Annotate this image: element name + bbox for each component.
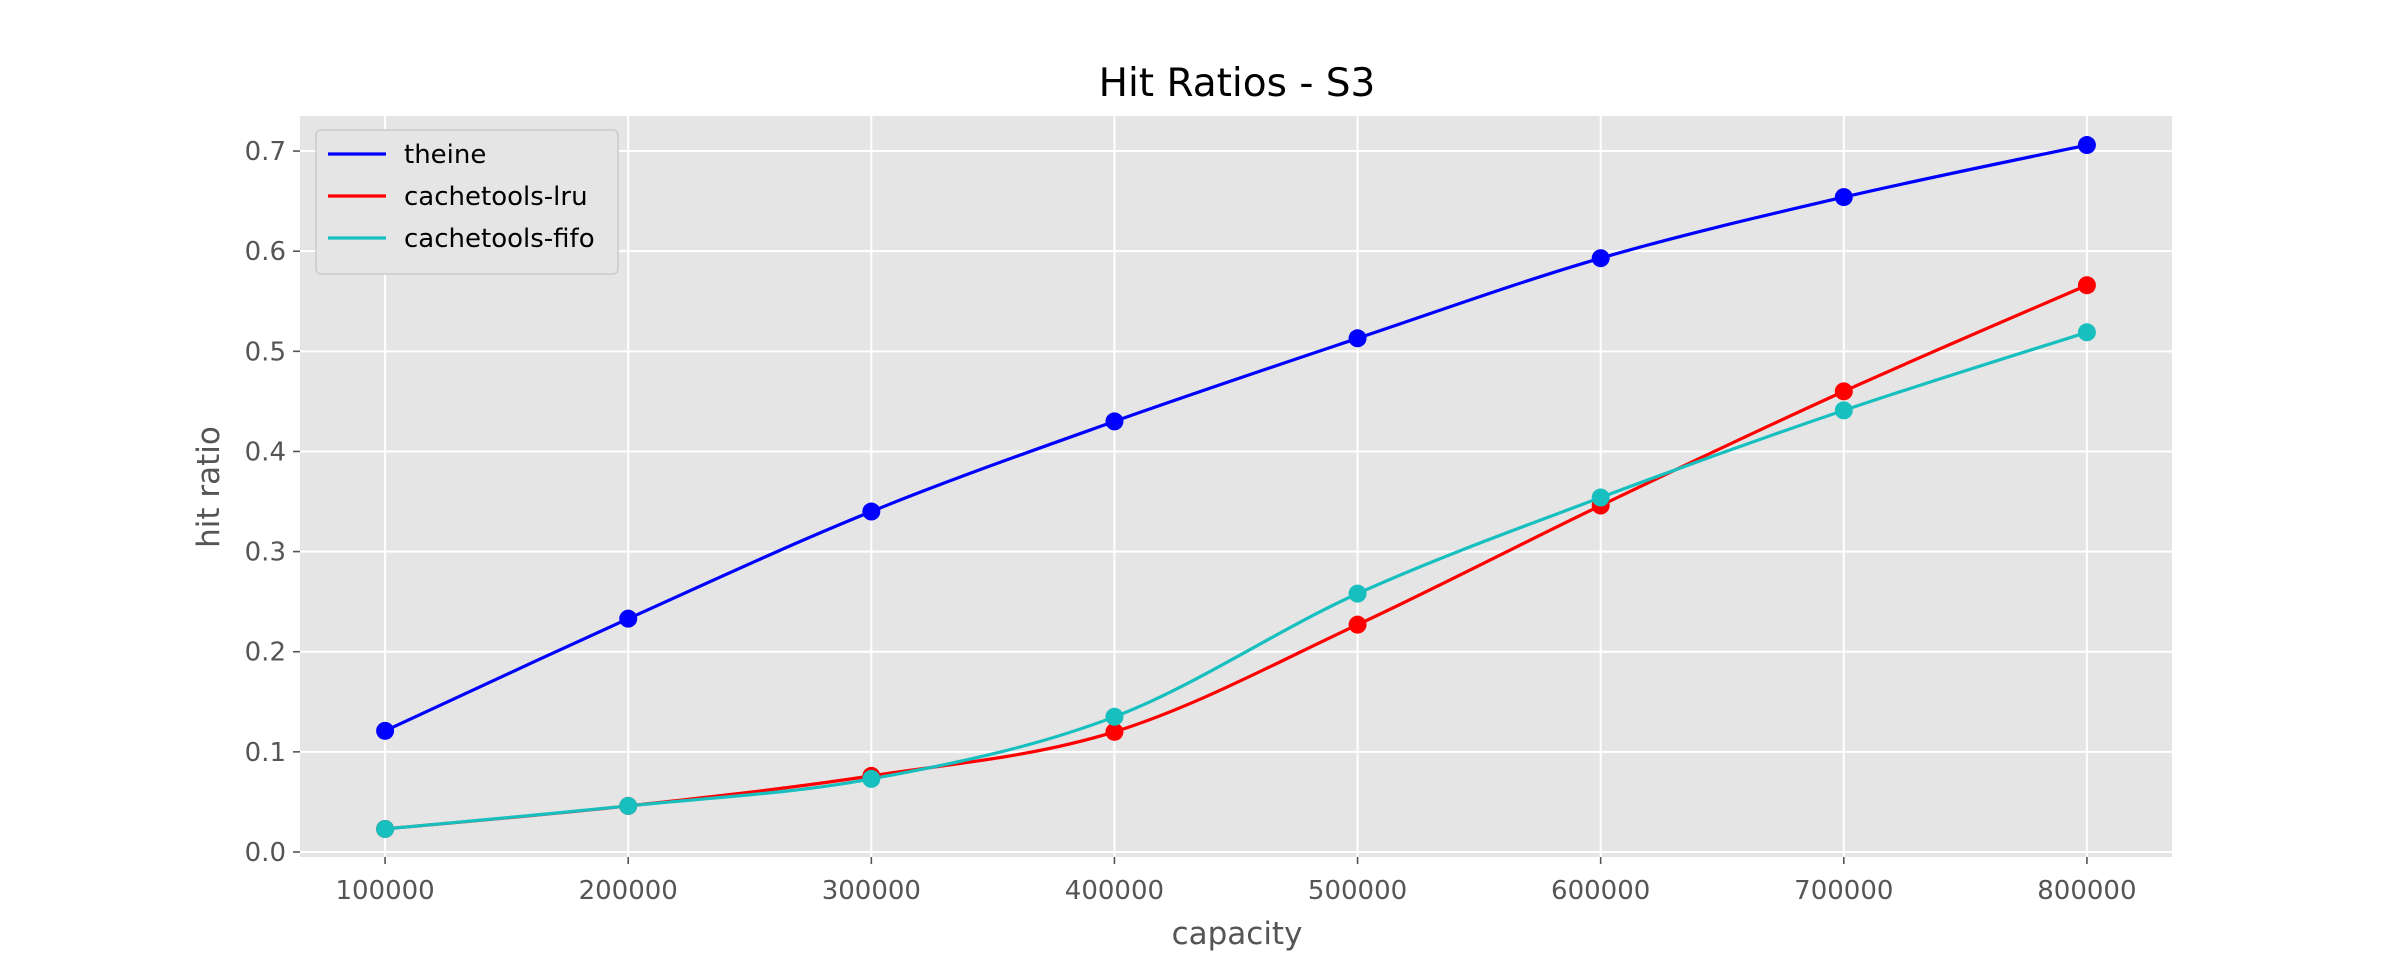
series-line-theine <box>383 143 2089 733</box>
data-point-theine <box>376 721 395 740</box>
y-tick-label: 0.4 <box>245 437 286 467</box>
x-tick-label: 700000 <box>1794 876 1893 906</box>
legend-label-cachetools-lru: cachetools-lru <box>404 182 588 212</box>
x-tick-label: 400000 <box>1065 876 1164 906</box>
legend-label-cachetools-fifo: cachetools-fifo <box>404 224 595 254</box>
y-tick-label: 0.3 <box>245 538 286 568</box>
data-point-cachetools-lru <box>2077 276 2096 295</box>
y-tick-label: 0.0 <box>245 838 286 868</box>
y-tick-label: 0.5 <box>245 337 286 367</box>
data-point-cachetools-fifo <box>1348 584 1367 603</box>
data-point-theine <box>2077 136 2096 155</box>
x-tick-label: 300000 <box>822 876 921 906</box>
data-point-cachetools-lru <box>1105 722 1124 741</box>
data-point-cachetools-fifo <box>1834 401 1853 420</box>
y-tick-label: 0.7 <box>245 137 286 167</box>
x-tick-label: 100000 <box>335 876 434 906</box>
y-tick-label: 0.2 <box>245 638 286 668</box>
series-line-cachetools-fifo <box>383 330 2089 831</box>
series-lines <box>383 143 2089 831</box>
chart-title: Hit Ratios - S3 <box>1099 61 1376 106</box>
x-axis-ticks: 100000 200000 300000 400000 500000 600000 7000… <box>335 857 2137 906</box>
data-point-theine <box>1591 249 1610 268</box>
x-tick-label: 200000 <box>579 876 678 906</box>
legend-box <box>315 129 619 275</box>
data-point-theine <box>862 502 881 521</box>
data-point-cachetools-lru <box>1834 382 1853 401</box>
data-point-theine <box>1348 329 1367 348</box>
x-tick-label: 600000 <box>1551 876 1650 906</box>
data-point-cachetools-fifo <box>862 769 881 788</box>
x-tick-label: 800000 <box>2037 876 2136 906</box>
data-point-cachetools-lru <box>1348 615 1367 634</box>
grid-lines <box>300 116 2172 857</box>
y-tick-label: 0.6 <box>245 237 286 267</box>
y-tick-label: 0.1 <box>245 738 286 768</box>
y-axis-label: hit ratio <box>191 426 227 548</box>
series-points <box>376 136 2096 838</box>
data-point-theine <box>1834 188 1853 207</box>
legend-label-theine: theine <box>404 140 486 170</box>
x-axis-label: capacity <box>1172 916 1303 952</box>
data-point-theine <box>1105 412 1124 431</box>
data-point-cachetools-fifo <box>1105 707 1124 726</box>
x-tick-label: 500000 <box>1308 876 1407 906</box>
legend: theine cachetools-lru cachetools-fifo <box>315 129 619 275</box>
data-point-cachetools-fifo <box>1591 488 1610 507</box>
data-point-cachetools-fifo <box>619 796 638 815</box>
data-point-cachetools-fifo <box>2077 323 2096 342</box>
y-axis-ticks: 0.0 0.1 0.2 0.3 0.4 0.5 0.6 0.7 <box>245 137 300 868</box>
data-point-cachetools-fifo <box>376 819 395 838</box>
data-point-theine <box>619 609 638 628</box>
